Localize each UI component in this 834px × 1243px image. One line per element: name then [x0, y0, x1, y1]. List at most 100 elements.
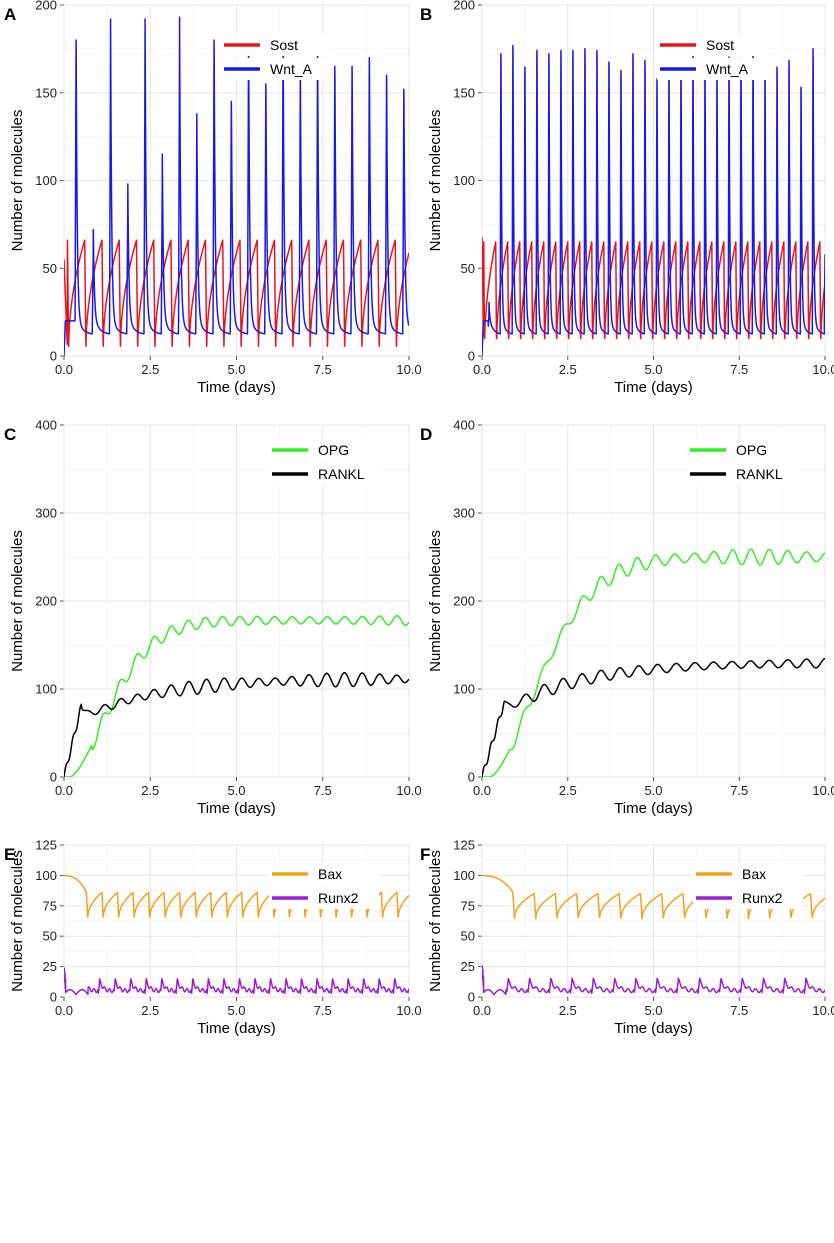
y-axis-title: Number of molecules	[9, 530, 26, 672]
panel-B: B 0 50 100 150 200 0.0 2.5 5.0 7.5 10.0 Time (days)…	[420, 0, 834, 396]
y-tick-label: 0	[50, 349, 57, 364]
series-line-rankl	[64, 671, 409, 777]
legend-C: OPG RANKL	[269, 439, 379, 485]
x-tick-label: 0.0	[473, 362, 491, 377]
series-line-bax	[64, 874, 409, 918]
legend-bg	[687, 439, 797, 461]
y-tick-label: 0	[50, 990, 57, 1005]
legend-label: Bax	[742, 866, 766, 882]
legend-bg	[221, 34, 331, 56]
y-tick-label: 400	[453, 418, 475, 433]
legend-bg	[693, 863, 803, 885]
legend-bg	[693, 887, 803, 909]
y-tick-label: 125	[453, 838, 475, 853]
y-tick-label: 100	[453, 682, 475, 697]
legend-label: Wnt_A	[270, 61, 313, 77]
y-tick-label: 50	[43, 261, 57, 276]
y-tick-label: 150	[35, 85, 57, 100]
x-tick-label: 5.0	[644, 362, 662, 377]
legend-label: Sost	[270, 37, 298, 53]
x-tick-label: 7.5	[730, 783, 748, 798]
series-line-wnt-a	[64, 16, 409, 356]
y-tick-label: 100	[35, 682, 57, 697]
y-tick-label: 75	[43, 898, 57, 913]
panel-label-E: E	[4, 845, 15, 864]
x-tick-label: 0.0	[55, 783, 73, 798]
x-tick-label: 2.5	[559, 1003, 577, 1018]
y-tick-label: 150	[453, 85, 475, 100]
legend-label: Sost	[706, 37, 734, 53]
x-tick-label: 5.0	[644, 783, 662, 798]
y-tick-label: 400	[35, 418, 57, 433]
series-line-runx2	[482, 964, 825, 996]
legend-E: Bax Runx2	[269, 863, 379, 909]
y-tick-label: 0	[468, 349, 475, 364]
legend-label: Runx2	[742, 890, 783, 906]
x-tick-label: 2.5	[141, 362, 159, 377]
legend-label: Bax	[318, 866, 342, 882]
x-axis-title: Time (days)	[197, 1020, 276, 1037]
x-tick-label: 10.0	[812, 1003, 834, 1018]
legend-label: OPG	[736, 442, 767, 458]
panel-label-B: B	[420, 5, 432, 24]
series-line-runx2	[64, 967, 409, 996]
legend-bg	[269, 863, 379, 885]
y-tick-label: 50	[461, 261, 475, 276]
x-tick-label: 7.5	[730, 1003, 748, 1018]
x-tick-label: 10.0	[396, 362, 421, 377]
legend-bg	[221, 58, 331, 80]
x-tick-label: 10.0	[396, 1003, 421, 1018]
series-line-rankl	[482, 657, 825, 777]
y-tick-label: 50	[43, 929, 57, 944]
x-tick-label: 5.0	[227, 362, 245, 377]
x-tick-label: 7.5	[314, 1003, 332, 1018]
x-tick-label: 10.0	[812, 783, 834, 798]
x-tick-label: 2.5	[559, 783, 577, 798]
y-tick-label: 0	[468, 990, 475, 1005]
x-tick-label: 2.5	[559, 362, 577, 377]
y-tick-label: 100	[35, 173, 57, 188]
x-tick-label: 10.0	[812, 362, 834, 377]
panel-C: C 0 100 200 300 400 0.0 2.5 5.0 7.5 10.0 Time (days…	[4, 418, 422, 818]
panel-label-C: C	[4, 425, 16, 444]
x-tick-label: 7.5	[314, 362, 332, 377]
y-tick-label: 200	[453, 594, 475, 609]
x-tick-label: 0.0	[55, 362, 73, 377]
series-line-opg	[64, 614, 409, 777]
y-axis-title: Number of molecules	[427, 850, 444, 992]
panel-D: D 0 100 200 300 400 0.0 2.5 5.0 7.5 10.0 Time (days…	[420, 418, 834, 818]
x-tick-label: 5.0	[644, 1003, 662, 1018]
y-tick-label: 0	[468, 770, 475, 785]
y-tick-label: 50	[461, 929, 475, 944]
legend-label: OPG	[318, 442, 349, 458]
series-line-opg	[482, 548, 825, 777]
x-tick-label: 7.5	[314, 783, 332, 798]
series-line-sost	[482, 236, 825, 340]
legend-bg	[657, 58, 767, 80]
y-tick-label: 200	[453, 0, 475, 13]
y-axis-title: Number of molecules	[427, 530, 444, 672]
y-axis-title: Number of molecules	[427, 110, 444, 252]
legend-bg	[687, 463, 797, 485]
x-axis-title: Time (days)	[614, 379, 693, 396]
x-tick-label: 10.0	[396, 783, 421, 798]
x-tick-label: 2.5	[141, 783, 159, 798]
panel-E: E 0 25 50 75 100 125 0.0 2.5 5.0 7.5 10.0 Time (days…	[4, 838, 422, 1038]
y-tick-label: 100	[453, 173, 475, 188]
panel-F: F 0 25 50 75 100 125 0.0 2.5 5.0 7.5 10.0 Time (days…	[420, 838, 834, 1038]
y-tick-label: 100	[35, 868, 57, 883]
x-tick-label: 0.0	[55, 1003, 73, 1018]
y-tick-label: 300	[35, 506, 57, 521]
y-tick-label: 200	[35, 0, 57, 13]
x-axis-title: Time (days)	[614, 800, 693, 817]
x-tick-label: 0.0	[473, 1003, 491, 1018]
y-axis-title: Number of molecules	[9, 110, 26, 252]
panel-label-D: D	[420, 425, 432, 444]
y-tick-label: 25	[461, 959, 475, 974]
series-line-wnt-a	[482, 44, 825, 356]
x-axis-title: Time (days)	[614, 1020, 693, 1037]
panel-label-A: A	[4, 5, 16, 24]
x-tick-label: 7.5	[730, 362, 748, 377]
panel-label-F: F	[420, 845, 430, 864]
